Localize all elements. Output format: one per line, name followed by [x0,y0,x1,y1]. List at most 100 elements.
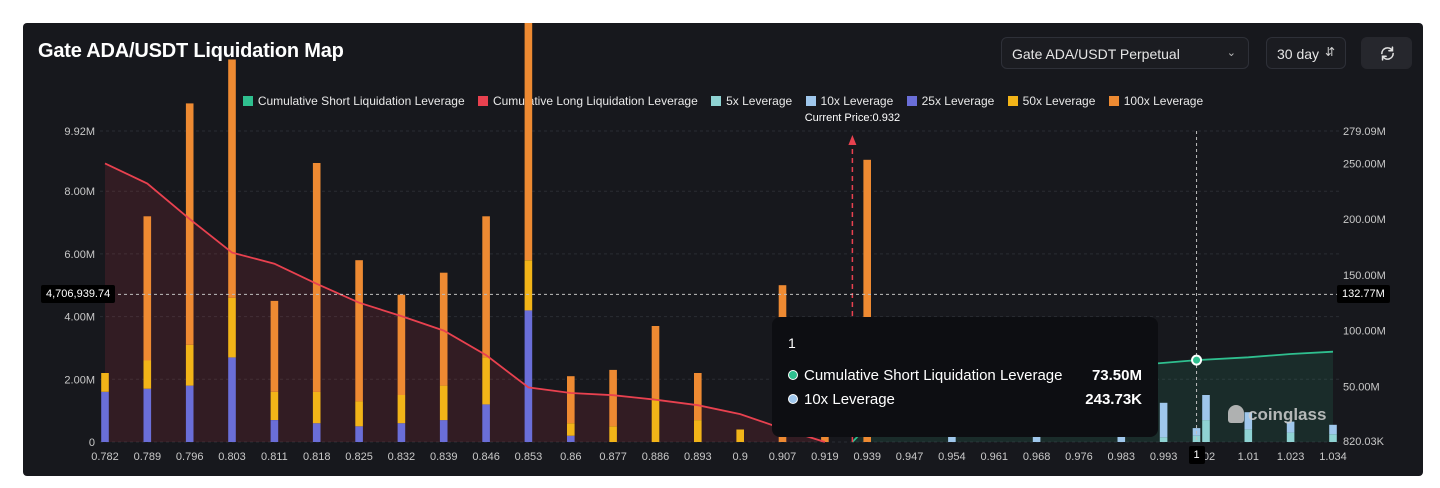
x-axis-tick-label: 1.01 [1238,451,1259,463]
page-title: Gate ADA/USDT Liquidation Map [38,40,344,62]
chevron-down-icon: ⌄ [1226,47,1236,59]
bar-50x-leverage [143,360,152,389]
bar-100x-leverage [863,159,871,443]
refresh-button[interactable] [1361,37,1412,69]
legend-item-50x[interactable]: 50x Leverage [1007,94,1096,108]
bar-5x-leverage [1202,420,1210,442]
tooltip-row-label: Cumulative Short Liquidation Leverage [804,367,1063,384]
x-axis-tick-label: 0.983 [1108,451,1136,463]
bar-100x-leverage [567,376,575,424]
x-axis-tick-label: 0.954 [938,451,966,463]
x-axis-tick-label: 0.947 [896,451,924,463]
bar-25x-leverage [101,391,109,442]
bar-100x-leverage [397,294,406,395]
bar-50x-leverage [101,373,109,392]
bar-25x-leverage [228,357,236,442]
right-axis-tick-label: 200.00M [1343,214,1386,226]
x-axis-tick-label: 0.803 [218,451,246,463]
x-axis-tick-label: 0.832 [388,451,416,463]
liquidation-chart[interactable]: 0 2.00M 4.00M 6.00M 8.00M 9.92M 820.03K 50.00M 1… [23,23,1423,476]
bar-50x-leverage [397,395,406,424]
legend-swatch [1108,96,1119,106]
bar-5x-leverage [1286,432,1295,442]
bar-10x-leverage [1286,421,1295,433]
left-axis-tick-label: 4.00M [64,312,95,324]
x-axis-tick-label: 0.839 [430,451,458,463]
bar-25x-leverage [482,404,490,442]
right-axis-tick-label: 250.00M [1343,158,1386,170]
range-select-value: 30 day [1277,46,1320,62]
x-axis-tick-label: 0.846 [472,451,500,463]
bar-100x-leverage [524,23,533,261]
tooltip-row-value: 73.50M [1091,367,1142,384]
bar-25x-leverage [567,435,575,442]
x-axis-tick-label: 0.9 [733,451,748,463]
bar-100x-leverage [355,260,363,402]
legend-swatch [242,96,253,106]
x-axis-tick-label: 0.893 [684,451,712,463]
left-axis-tick-label: 0 [89,437,95,449]
tooltip-row: Cumulative Short Liquidation Leverage 73… [788,367,1142,384]
legend-item-cum-long[interactable]: Cumulative Long Liquidation Leverage [477,94,698,108]
x-axis-tick-label: 0.886 [642,451,670,463]
bar-100x-leverage [439,272,448,386]
pair-select-value: Gate ADA/USDT Perpetual [1012,46,1180,62]
bar-50x-leverage [567,423,575,436]
tooltip-dot [788,394,798,404]
legend-swatch [906,96,917,106]
x-axis-tick-label: 0.789 [134,451,162,463]
left-axis-tick-label: 2.00M [64,374,95,386]
bar-10x-leverage [1202,395,1210,421]
legend-item-100x[interactable]: 100x Leverage [1108,94,1203,108]
bar-25x-leverage [312,423,321,442]
legend-label: 50x Leverage [1022,94,1096,108]
range-select[interactable]: 30 day ⇵ [1266,37,1346,69]
right-axis-tick-label: 279.09M [1343,126,1386,138]
legend-item-5x[interactable]: 5x Leverage [711,94,792,108]
bar-10x-leverage [1244,412,1253,430]
x-axis-tick-label: 0.993 [1150,451,1178,463]
bar-5x-leverage [1159,437,1168,442]
cumulative-long-line [104,162,826,443]
x-axis-tick-label: 0.782 [91,451,119,463]
up-down-chevron-icon: ⇵ [1324,45,1335,59]
chart-legend: Cumulative Short Liquidation Leverage Cu… [23,94,1423,108]
legend-label: Cumulative Short Liquidation Leverage [257,94,465,108]
x-axis-tick-label: 0.961 [980,451,1008,463]
x-axis-tick-label: 0.968 [1023,451,1051,463]
legend-swatch [805,96,816,106]
left-axis-tick-label: 8.00M [64,186,95,198]
watermark-text: coinglass [1248,405,1327,424]
x-axis-tick-label: 0.853 [515,451,543,463]
bar-25x-leverage [185,385,194,442]
legend-swatch [477,96,488,106]
tooltip-row: 10x Leverage 243.73K [788,391,1142,408]
x-axis-tick-label: 0.811 [261,451,288,463]
legend-item-cum-short[interactable]: Cumulative Short Liquidation Leverage [242,94,465,108]
bar-50x-leverage [228,297,236,358]
x-axis-tick-label: 0.825 [345,451,373,463]
bar-50x-leverage [439,385,448,421]
bar-100x-leverage [482,216,490,358]
right-axis-tick-label: 50.00M [1343,381,1380,393]
bar-50x-leverage [270,391,279,420]
bar-100x-leverage [185,103,194,345]
bar-25x-leverage [524,310,533,442]
bar-5x-leverage [1244,429,1253,442]
legend-item-25x[interactable]: 25x Leverage [906,94,994,108]
cumulative-long-area [105,163,825,442]
x-axis-tick-label: 0.907 [769,451,797,463]
pair-select[interactable]: Gate ADA/USDT Perpetual ⌄ [1001,37,1249,69]
legend-swatch [711,96,722,106]
legend-item-10x[interactable]: 10x Leverage [805,94,893,108]
chart-tooltip: 1 Cumulative Short Liquidation Leverage … [772,317,1158,437]
x-axis-tick-label: 1.034 [1319,451,1347,463]
bar-25x-leverage [439,420,448,442]
right-axis-tick-label: 150.00M [1343,270,1386,282]
bar-100x-leverage [270,300,279,392]
bar-100x-leverage [694,373,702,420]
tooltip-row-value: 243.73K [1085,391,1142,408]
bar-50x-leverage [651,398,660,442]
x-axis-tick-label: 0.939 [853,451,881,463]
bar-10x-leverage [1329,424,1337,435]
